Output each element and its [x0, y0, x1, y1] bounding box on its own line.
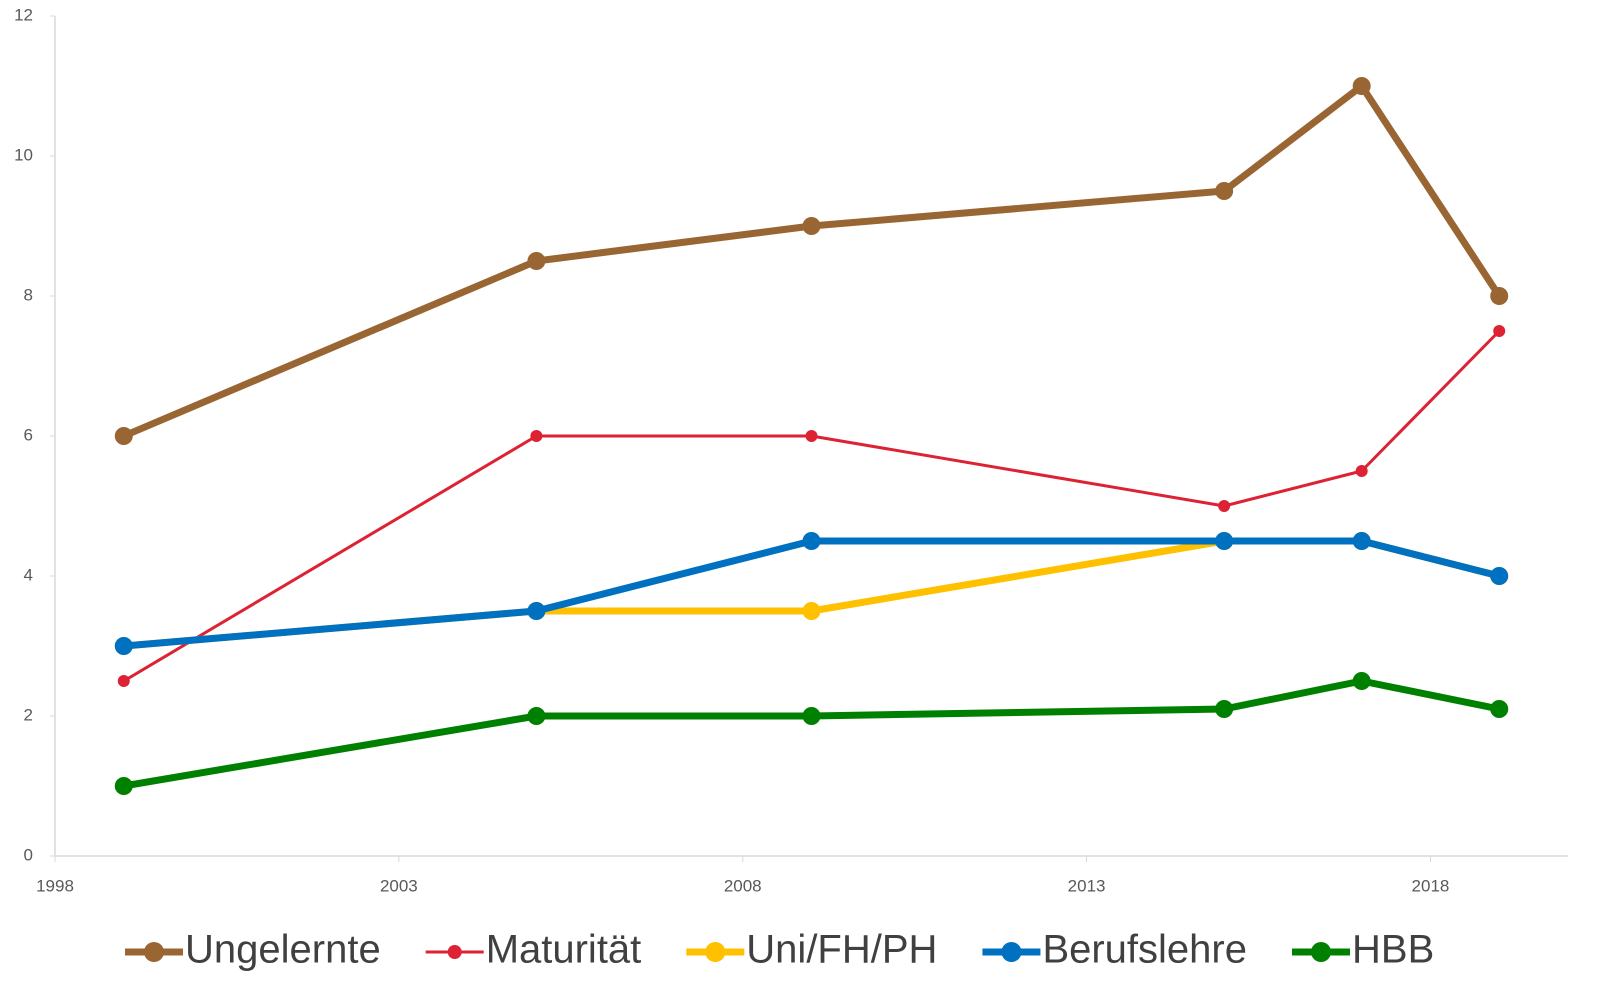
point — [1352, 532, 1371, 550]
point — [527, 602, 546, 620]
point — [802, 217, 821, 235]
y-tick-label: 4 — [24, 565, 33, 584]
y-tick-label: 2 — [24, 705, 33, 724]
y-tick-label: 6 — [24, 425, 33, 444]
point — [1490, 567, 1509, 585]
point — [802, 602, 821, 620]
legend-label: Uni/FH/PH — [746, 928, 937, 972]
legend-marker — [144, 942, 164, 962]
legend-marker — [1311, 942, 1331, 962]
x-tick-label: 2018 — [1412, 876, 1450, 895]
point — [802, 707, 821, 725]
x-tick-label: 2003 — [380, 876, 418, 895]
y-tick-label: 8 — [24, 285, 33, 304]
point — [114, 427, 133, 445]
legend-label: Ungelernte — [185, 928, 381, 972]
point — [530, 430, 543, 442]
y-tick-label: 10 — [14, 145, 33, 164]
series-line — [123, 537, 1501, 650]
point — [1490, 287, 1509, 305]
series-line — [123, 677, 1500, 790]
legend-label: Maturität — [486, 928, 642, 972]
point — [1355, 465, 1368, 477]
point — [1215, 182, 1234, 200]
point — [114, 777, 133, 795]
point — [1490, 700, 1509, 718]
y-tick-label: 12 — [14, 5, 33, 24]
point — [1352, 77, 1371, 95]
point — [1352, 672, 1371, 690]
x-tick-label: 2013 — [1068, 876, 1106, 895]
point — [802, 532, 821, 550]
point — [1215, 700, 1234, 718]
point — [1493, 325, 1506, 337]
point — [114, 637, 133, 655]
point — [527, 707, 546, 725]
series-line — [122, 82, 1503, 440]
y-tick-label: 0 — [24, 845, 33, 864]
legend-marker — [447, 945, 462, 959]
point — [805, 430, 818, 442]
legend-marker — [1001, 942, 1022, 962]
x-tick-label: 1998 — [36, 876, 74, 895]
point — [117, 675, 130, 687]
point — [1215, 532, 1234, 550]
point — [527, 252, 546, 270]
legend-label: Berufslehre — [1042, 928, 1247, 972]
x-tick-label: 2008 — [724, 876, 762, 895]
point — [1218, 500, 1231, 512]
legend-label: HBB — [1352, 928, 1434, 972]
series-line — [123, 329, 1501, 683]
legend-marker — [705, 942, 726, 962]
